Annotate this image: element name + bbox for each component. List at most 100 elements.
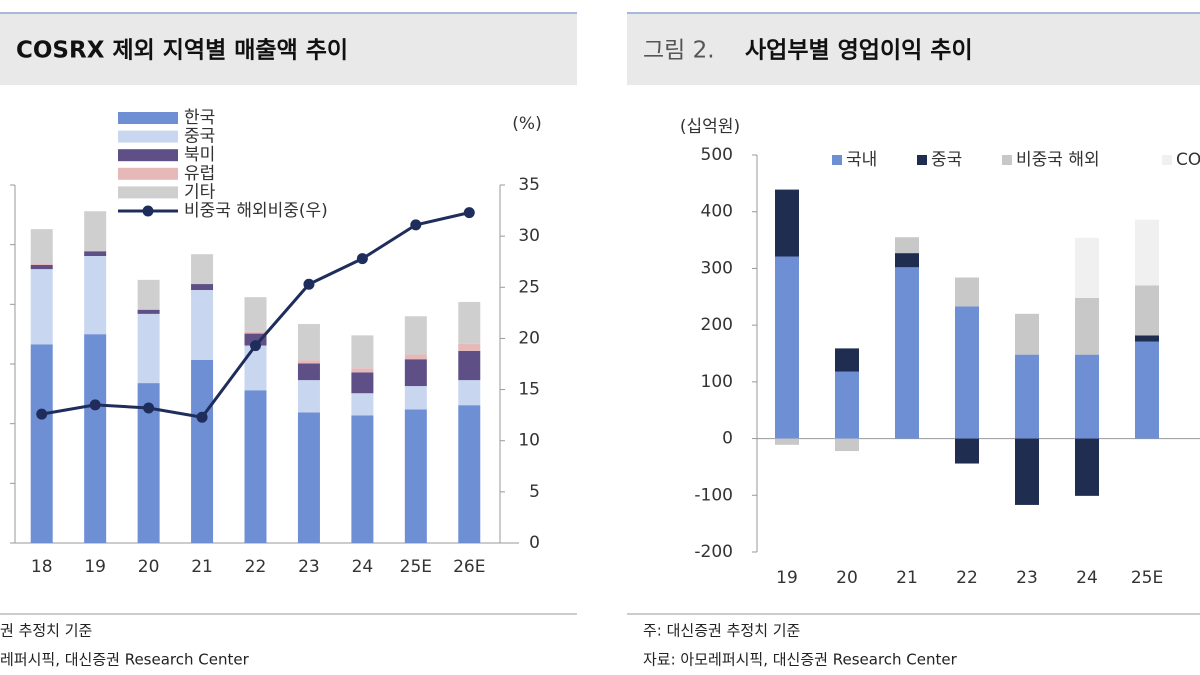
- legend-label: 북미: [184, 145, 215, 165]
- bar-segment: [84, 334, 107, 543]
- bar-segment: [244, 333, 267, 346]
- y-tick-label: 300: [701, 258, 733, 278]
- x-tick-label: 25E: [1131, 568, 1163, 588]
- y2-tick-label: 15: [518, 380, 540, 400]
- legend-swatch: [118, 149, 178, 162]
- bar-segment: [84, 256, 107, 335]
- x-tick-label: 20: [836, 568, 858, 588]
- bar-segment: [351, 368, 374, 373]
- x-tick-label: 18: [31, 557, 53, 577]
- legend-swatch: [118, 167, 178, 180]
- y-tick-label: 500: [701, 145, 733, 165]
- legend-label: 기타: [184, 182, 216, 202]
- bar-segment: [191, 290, 214, 360]
- y2-tick-label: 35: [518, 175, 540, 195]
- bar-segment: [351, 372, 374, 394]
- legend-marker: [142, 205, 154, 217]
- bar-segment: [458, 405, 481, 543]
- y2-tick-label: 30: [518, 226, 540, 246]
- line-point: [36, 408, 48, 420]
- bar-segment: [458, 380, 481, 406]
- x-tick-label: 24: [1076, 568, 1098, 588]
- bar-segment: [775, 256, 799, 439]
- legend-label: 중국: [931, 150, 962, 170]
- bar-segment: [404, 316, 427, 355]
- bar-segment: [1135, 285, 1159, 336]
- bar-segment: [84, 211, 107, 252]
- legend-swatch: [1162, 155, 1172, 165]
- x-tick-label: 20: [138, 557, 160, 577]
- y-axis-unit: (십억원): [680, 117, 740, 137]
- header-band: [0, 14, 577, 85]
- y2-axis-unit: (%): [512, 114, 541, 134]
- bar-segment: [30, 344, 53, 543]
- bar-segment: [1075, 438, 1099, 496]
- legend-swatch: [917, 155, 927, 165]
- y2-tick-label: 0: [529, 533, 540, 553]
- bar-segment: [775, 438, 799, 445]
- bar-segment: [1015, 438, 1039, 505]
- bar-segment: [137, 383, 160, 543]
- x-tick-label: 23: [298, 557, 320, 577]
- line-point: [463, 207, 475, 219]
- y2-tick-label: 25: [518, 277, 540, 297]
- footnote: 주: 대신증권 추정치 기준: [643, 622, 801, 640]
- bar-segment: [404, 354, 427, 360]
- line-point: [410, 219, 422, 231]
- chart-title: COSRX 제외 지역별 매출액 추이: [16, 38, 348, 64]
- bar-segment: [1135, 335, 1159, 342]
- bar-segment: [835, 348, 859, 372]
- bar-segment: [191, 359, 214, 543]
- bar-segment: [30, 263, 53, 265]
- y-tick-label: -200: [694, 542, 733, 562]
- line-point: [143, 402, 155, 414]
- line-point: [303, 278, 315, 290]
- bar-segment: [458, 350, 481, 381]
- bar-segment: [297, 363, 320, 381]
- legend-label: 유럽: [184, 164, 215, 184]
- x-tick-label: 24: [352, 557, 374, 577]
- line-point: [89, 399, 101, 411]
- y-tick-label: 400: [701, 202, 733, 222]
- footnote: 권 추정치 기준: [0, 622, 93, 640]
- x-tick-label: 21: [896, 568, 918, 588]
- legend-swatch: [118, 112, 178, 124]
- bar-segment: [1075, 297, 1099, 355]
- legend-label: 비중국 해외비중(우): [184, 201, 328, 221]
- legend-swatch: [1002, 155, 1012, 165]
- bar-segment: [955, 306, 979, 439]
- footnote: 자료: 아모레퍼시픽, 대신증권 Research Center: [643, 651, 958, 669]
- line-point: [196, 411, 208, 423]
- bar-segment: [955, 438, 979, 464]
- y2-tick-label: 5: [529, 482, 540, 502]
- bar-segment: [895, 267, 919, 439]
- y-tick-label: 100: [701, 372, 733, 392]
- bar-segment: [1075, 237, 1099, 298]
- bar-segment: [137, 309, 160, 314]
- x-tick-label: 22: [245, 557, 267, 577]
- bar-segment: [30, 264, 53, 270]
- bar-segment: [297, 360, 320, 364]
- line-point: [250, 340, 261, 352]
- figure-label: 그림 2.: [643, 38, 715, 64]
- legend-label: 비중국 해외: [1016, 150, 1100, 170]
- bar-segment: [297, 412, 320, 543]
- legend-swatch: [118, 130, 178, 143]
- legend-label: 한국: [184, 108, 215, 128]
- legend-swatch: [118, 186, 178, 199]
- bar-segment: [458, 301, 481, 344]
- bar-segment: [244, 331, 267, 334]
- bar-segment: [955, 277, 979, 307]
- x-tick-label: 21: [191, 557, 213, 577]
- x-tick-label: 19: [776, 568, 798, 588]
- bar-segment: [30, 229, 53, 264]
- bar-segment: [404, 359, 427, 387]
- x-tick-label: 19: [84, 557, 106, 577]
- bar-segment: [404, 386, 427, 410]
- bar-segment: [895, 237, 919, 254]
- bar-segment: [137, 279, 160, 310]
- legend-label: 중국: [184, 127, 215, 147]
- y2-tick-label: 10: [518, 431, 540, 451]
- bar-segment: [775, 189, 799, 257]
